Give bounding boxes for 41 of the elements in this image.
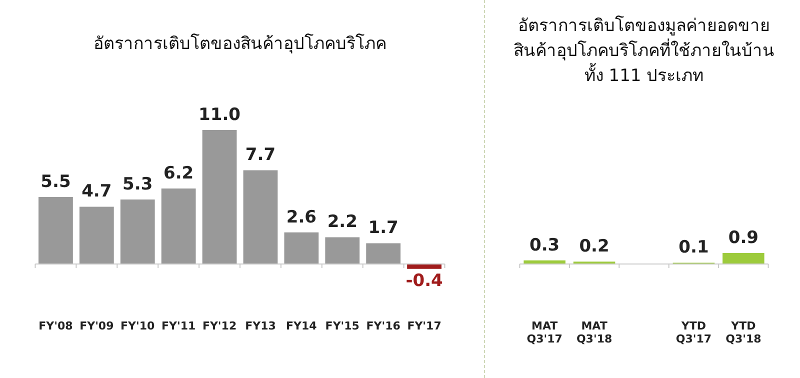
chart-title: อัตราการเติบโตของมูลค่ายอดขายสินค้าอุปโภคบริโภคที่ใช้ภายในบ้านทั้ง 111 ประเภท <box>512 14 776 88</box>
x-tick-label: FY14 <box>286 319 318 332</box>
bar <box>202 130 237 264</box>
data-label: 0.1 <box>678 238 709 258</box>
data-label: 2.2 <box>327 212 358 232</box>
bar <box>120 199 155 264</box>
data-label: 0.9 <box>728 228 758 248</box>
bar <box>79 206 114 264</box>
x-tick-label: YTD Q3'17 <box>676 319 712 346</box>
x-tick-label: FY'17 <box>407 319 442 332</box>
x-tick-label: FY'09 <box>80 319 114 332</box>
bar <box>284 232 319 264</box>
data-label: 0.3 <box>530 235 560 256</box>
x-tick-label: FY'08 <box>38 319 73 332</box>
x-tick-label: YTD Q3'18 <box>726 319 762 346</box>
data-label: 0.2 <box>579 236 610 256</box>
data-label: 2.6 <box>286 207 316 228</box>
bar <box>161 188 196 264</box>
data-label: 4.7 <box>82 182 112 202</box>
bar <box>243 170 278 264</box>
data-label: 1.7 <box>368 218 398 238</box>
bar <box>38 197 73 264</box>
data-label: 5.5 <box>40 172 71 192</box>
bar <box>407 264 442 269</box>
x-tick-label: FY'15 <box>325 319 360 332</box>
x-tick-label: FY'12 <box>202 319 237 332</box>
data-label: 6.2 <box>164 163 194 184</box>
x-tick-label: FY'16 <box>366 319 401 332</box>
bar <box>325 237 360 264</box>
chart-title: อัตราการเติบโตของสินค้าอุปโภคบริโภค <box>94 32 386 56</box>
data-label: 5.3 <box>122 174 153 194</box>
x-tick-label: MAT Q3'18 <box>576 319 612 346</box>
bar <box>366 243 401 264</box>
x-tick-label: MAT Q3'17 <box>526 319 562 346</box>
x-tick-label: FY'11 <box>161 319 196 332</box>
bar <box>722 253 764 264</box>
data-label: -0.4 <box>406 270 444 291</box>
x-tick-label: FY13 <box>245 319 276 332</box>
data-label: 11.0 <box>198 104 241 125</box>
data-label: 7.7 <box>245 145 276 166</box>
x-tick-label: FY'10 <box>120 319 156 332</box>
